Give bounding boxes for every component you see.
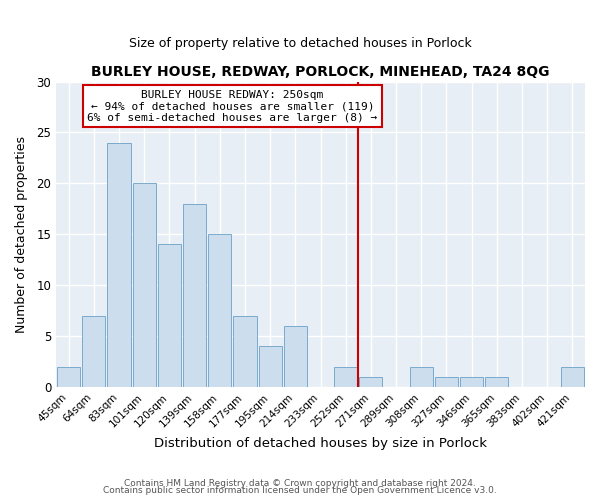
Bar <box>334 366 358 387</box>
Y-axis label: Number of detached properties: Number of detached properties <box>15 136 28 333</box>
Bar <box>284 326 307 387</box>
Bar <box>435 377 458 387</box>
Bar <box>158 244 181 387</box>
Bar <box>259 346 282 387</box>
Title: BURLEY HOUSE, REDWAY, PORLOCK, MINEHEAD, TA24 8QG: BURLEY HOUSE, REDWAY, PORLOCK, MINEHEAD,… <box>91 65 550 79</box>
Bar <box>133 184 156 387</box>
Text: Contains public sector information licensed under the Open Government Licence v3: Contains public sector information licen… <box>103 486 497 495</box>
Text: Size of property relative to detached houses in Porlock: Size of property relative to detached ho… <box>128 38 472 51</box>
Bar <box>359 377 382 387</box>
Bar <box>183 204 206 387</box>
Bar <box>208 234 232 387</box>
X-axis label: Distribution of detached houses by size in Porlock: Distribution of detached houses by size … <box>154 437 487 450</box>
Text: Contains HM Land Registry data © Crown copyright and database right 2024.: Contains HM Land Registry data © Crown c… <box>124 478 476 488</box>
Bar <box>107 142 131 387</box>
Bar <box>561 366 584 387</box>
Bar <box>233 316 257 387</box>
Text: BURLEY HOUSE REDWAY: 250sqm
← 94% of detached houses are smaller (119)
6% of sem: BURLEY HOUSE REDWAY: 250sqm ← 94% of det… <box>87 90 377 123</box>
Bar <box>57 366 80 387</box>
Bar <box>460 377 483 387</box>
Bar <box>410 366 433 387</box>
Bar <box>82 316 106 387</box>
Bar <box>485 377 508 387</box>
